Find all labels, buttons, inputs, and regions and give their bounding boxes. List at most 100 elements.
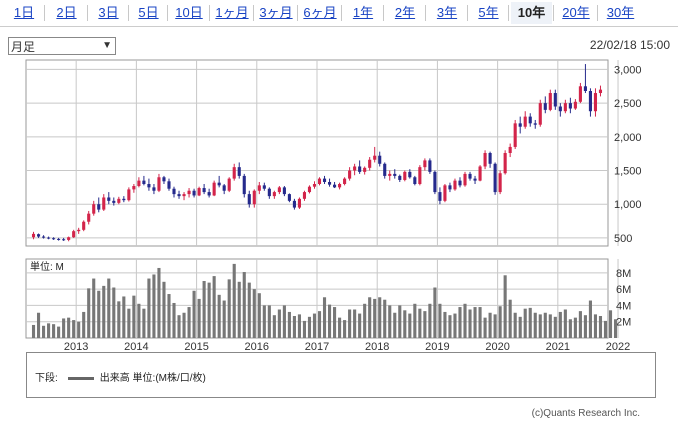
volume-bar [307,316,312,338]
candle-body [132,186,136,190]
tab-separator [508,5,509,21]
tab-9[interactable]: 1年 [352,5,374,20]
candle-body [82,221,86,230]
volume-bar [197,298,201,338]
tab-separator [87,5,88,21]
candle-body [192,190,196,196]
candle-body [508,146,512,153]
candle-body [428,160,432,172]
candle-body [87,213,91,222]
volume-bar [62,318,66,338]
candle-body [583,86,587,91]
volume-bar [157,267,161,338]
candle-body [77,229,81,232]
volume-bar [127,308,131,338]
candle-body [47,237,51,239]
volume-bar [548,314,552,338]
volume-tick-label: 6M [616,284,631,296]
tab-separator [597,5,598,21]
candle-body [182,194,186,197]
volume-bar [578,311,582,338]
candle-body [493,163,497,193]
tab-10[interactable]: 2年 [394,5,416,20]
candle-body [177,194,181,197]
volume-bar [107,278,111,338]
candle-body [463,173,467,186]
volume-bar [513,312,517,338]
volume-bar [353,309,357,338]
volume-bar [583,315,587,338]
volume-bar [52,324,56,338]
volume-bar [67,317,71,338]
year-label: 2017 [305,341,329,352]
tab-1[interactable]: 1日 [13,5,35,20]
volume-bar [172,302,176,338]
candle-body [363,167,367,172]
legend-box: 下段: 出来高 単位:(M株/口/枚) [26,352,656,398]
volume-bar [573,317,577,338]
candle-body [222,185,226,191]
candle-body [553,93,557,107]
candle-body [227,178,231,191]
candle-body [217,182,221,186]
candle-body [282,187,286,195]
volume-bar [528,307,532,338]
volume-bar [498,306,502,338]
volume-bar [608,310,613,338]
legend-line-swatch [67,376,94,380]
volume-bar [152,274,156,338]
candle-body [67,237,71,240]
period-select[interactable]: 月足 ▼ [8,37,116,55]
tab-14[interactable]: 20年 [562,5,590,20]
tab-4[interactable]: 5日 [138,5,159,20]
candle-body [312,184,317,187]
candle-body [558,106,562,112]
tab-2[interactable]: 2日 [56,5,77,20]
tab-separator [44,5,45,21]
candle-body [598,89,603,94]
volume-bar [493,314,497,338]
volume-bar [92,278,96,338]
tab-15[interactable]: 30年 [606,5,635,20]
volume-bar [358,313,362,338]
candle-body [172,188,176,195]
volume-bar [568,319,572,338]
candle-body [127,189,131,201]
tab-5[interactable]: 10日 [175,5,203,20]
candle-body [97,204,101,210]
volume-bar [533,312,537,338]
volume-bar [167,294,171,338]
year-label: 2021 [546,341,570,352]
volume-bar [102,285,106,338]
tab-12[interactable]: 5年 [478,5,499,20]
candle-body [42,236,46,238]
tab-6[interactable]: 1ヶ月 [215,5,249,20]
volume-tick-label: 4M [616,300,631,312]
candle-body [257,185,261,191]
volume-bar [518,316,522,338]
candle-body [287,194,291,201]
tab-11[interactable]: 3年 [436,5,458,20]
volume-bar [428,303,432,338]
copyright: (c)Quants Research Inc. [531,408,640,419]
tab-8[interactable]: 6ヶ月 [303,5,337,20]
volume-bar [87,288,91,338]
year-label: 2019 [425,341,449,352]
tab-3[interactable]: 3日 [98,5,119,20]
price-tick-label: 500 [614,233,632,245]
volume-bar [242,272,246,338]
candle-body [117,198,121,203]
candle-body [538,103,542,125]
candle-body [523,116,527,127]
tab-13[interactable]: 10年 [511,2,552,24]
volume-bar [257,293,261,338]
volume-bar [97,290,101,338]
tab-7[interactable]: 3ヶ月 [259,5,293,20]
volume-bar [418,308,422,338]
candle-body [237,167,241,176]
volume-bar [77,321,81,338]
candle-body [373,155,377,160]
volume-bar [272,315,276,338]
volume-tick-label: 2M [616,317,631,329]
volume-bar [408,313,412,338]
